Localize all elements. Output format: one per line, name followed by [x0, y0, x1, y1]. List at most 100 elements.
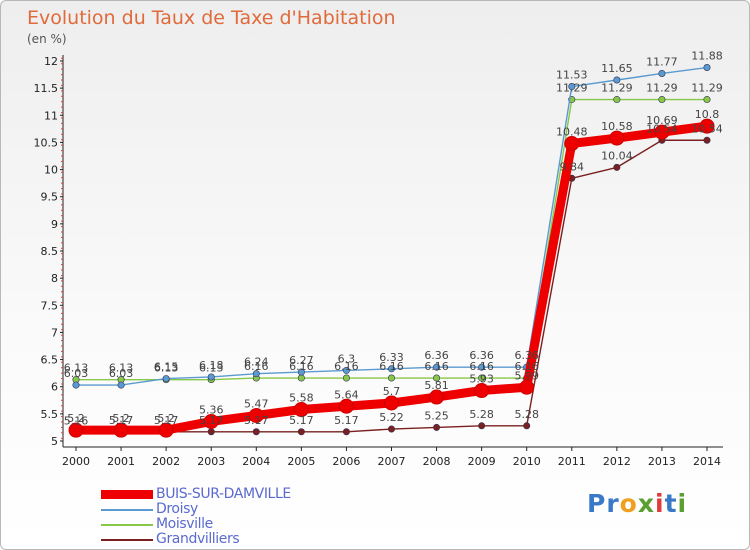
data-label-3: 5.17 — [289, 414, 314, 427]
y-tick-label: 9 — [51, 218, 58, 231]
data-point-1 — [658, 69, 666, 77]
data-label-3: 5.28 — [514, 408, 539, 421]
data-point-0 — [293, 402, 309, 418]
data-label-1: 6.36 — [469, 349, 494, 362]
data-point-3 — [433, 423, 441, 431]
data-label-1: 11.53 — [556, 69, 588, 82]
logo-letter: P — [587, 489, 607, 518]
data-label-3: 5.17 — [334, 414, 359, 427]
data-label-2: 6.16 — [334, 360, 359, 373]
data-label-2: 6.13 — [154, 362, 179, 375]
x-tick-label: 2014 — [693, 455, 721, 468]
y-tick-label: 5 — [51, 435, 58, 448]
x-tick-label: 2006 — [332, 455, 360, 468]
data-label-0: 5.47 — [244, 397, 269, 410]
data-label-0: 10.69 — [646, 114, 678, 127]
data-label-2: 11.29 — [691, 82, 723, 95]
data-label-0: 5.81 — [424, 379, 449, 392]
data-point-1 — [297, 368, 305, 376]
y-tick-label: 7 — [51, 326, 58, 339]
data-point-1 — [387, 365, 395, 373]
data-label-2: 11.29 — [601, 82, 633, 95]
data-label-2: 11.29 — [556, 82, 588, 95]
data-label-0: 5.58 — [289, 392, 314, 405]
data-label-0: 5.2 — [67, 412, 85, 425]
legend-label-buis: BUIS-SUR-DAMVILLE — [156, 486, 291, 502]
x-tick-label: 2001 — [107, 455, 135, 468]
data-label-1: 6.15 — [154, 361, 179, 374]
data-label-0: 5.36 — [199, 403, 224, 416]
y-tick-label: 8 — [51, 272, 58, 285]
data-point-0 — [203, 413, 219, 429]
series-line-1 — [76, 66, 708, 386]
data-point-2 — [613, 96, 621, 104]
data-point-1 — [162, 375, 170, 383]
data-label-2: 6.16 — [424, 360, 449, 373]
y-tick-label: 6.5 — [41, 354, 59, 367]
data-label-2: 6.16 — [289, 360, 314, 373]
data-label-1: 6.3 — [338, 352, 356, 365]
data-point-0 — [474, 383, 490, 399]
data-label-2: 6.13 — [109, 362, 134, 375]
data-point-2 — [297, 374, 305, 382]
data-label-2: 6.16 — [244, 360, 269, 373]
data-label-2: 6.13 — [64, 362, 89, 375]
x-tick-label: 2004 — [242, 455, 270, 468]
data-point-0 — [384, 395, 399, 411]
y-tick-label: 8.5 — [41, 245, 59, 258]
y-tick-label: 10.5 — [34, 136, 59, 149]
data-point-3 — [387, 425, 395, 433]
data-label-0: 10.8 — [695, 108, 720, 121]
data-point-3 — [613, 163, 621, 171]
data-label-2: 6.16 — [379, 360, 404, 373]
data-label-3: 5.17 — [154, 414, 179, 427]
data-point-3 — [478, 422, 486, 430]
data-point-2 — [387, 374, 395, 382]
legend-label-droisy: Droisy — [156, 501, 198, 517]
x-tick-label: 2002 — [152, 455, 180, 468]
data-label-2: 6.16 — [469, 360, 494, 373]
legend-label-moisville: Moisville — [156, 516, 213, 532]
data-point-3 — [252, 428, 260, 436]
data-label-0: 10.48 — [556, 126, 588, 139]
data-point-1 — [117, 381, 125, 389]
data-label-0: 5.93 — [469, 373, 494, 386]
data-label-1: 6.36 — [514, 349, 539, 362]
y-tick-label: 7.5 — [41, 299, 59, 312]
data-label-3: 5.17 — [199, 414, 224, 427]
x-tick-label: 2008 — [423, 455, 451, 468]
data-point-2 — [703, 96, 711, 104]
data-point-3 — [342, 428, 350, 436]
logo-letter: r — [606, 489, 620, 518]
data-label-1: 6.33 — [379, 351, 404, 364]
legend-swatch-moisville — [101, 524, 153, 526]
data-point-1 — [252, 370, 260, 378]
data-point-2 — [658, 96, 666, 104]
data-label-0: 10.58 — [601, 120, 633, 133]
data-point-1 — [613, 76, 621, 84]
logo-letter: i — [677, 489, 688, 518]
data-point-0 — [113, 422, 129, 438]
data-point-0 — [68, 422, 84, 438]
data-label-3: 5.28 — [469, 408, 494, 421]
data-label-0: 5.7 — [383, 385, 401, 398]
data-point-2 — [342, 374, 350, 382]
x-tick-label: 2007 — [378, 455, 406, 468]
data-point-3 — [523, 422, 531, 430]
x-tick-label: 2010 — [513, 455, 541, 468]
y-tick-label: 5.5 — [41, 408, 59, 421]
y-tick-label: 9.5 — [41, 191, 59, 204]
data-label-3: 10.54 — [646, 122, 678, 135]
data-point-0 — [158, 422, 174, 438]
data-label-1: 6.18 — [199, 359, 224, 372]
data-label-3: 10.54 — [691, 122, 723, 135]
data-point-3 — [207, 428, 215, 436]
x-tick-label: 2011 — [558, 455, 586, 468]
data-label-0: 5.64 — [334, 388, 359, 401]
data-label-1: 11.88 — [691, 50, 723, 63]
data-point-0 — [429, 389, 445, 405]
y-tick-label: 11.5 — [34, 82, 59, 95]
data-point-0 — [609, 130, 625, 146]
data-point-1 — [342, 366, 350, 374]
